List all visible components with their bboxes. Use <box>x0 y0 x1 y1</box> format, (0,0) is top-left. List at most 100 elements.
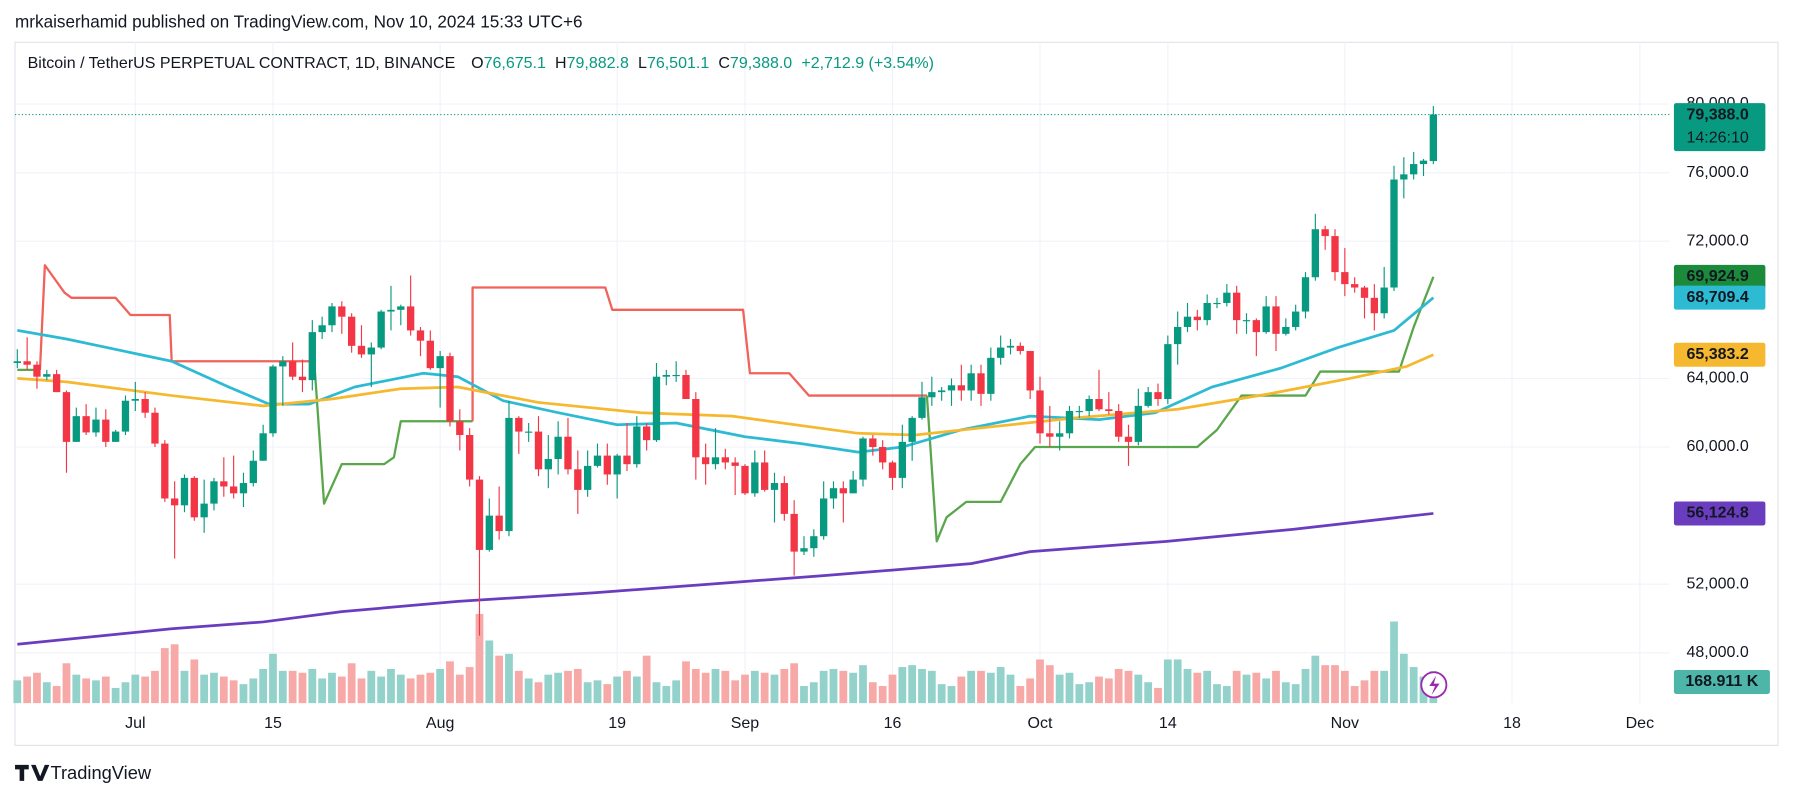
candle-body <box>446 356 454 422</box>
candle-body <box>200 503 208 518</box>
candle-body <box>1341 272 1349 285</box>
candle-body <box>406 306 415 331</box>
x-tick-label: 19 <box>608 715 626 732</box>
x-tick-label: Sep <box>731 715 760 732</box>
volume-bar <box>1380 670 1389 704</box>
candle-body <box>308 332 316 381</box>
candle-body <box>13 361 21 363</box>
volume-bar <box>42 682 51 704</box>
volume-bar <box>1360 680 1369 704</box>
candle-body <box>1134 405 1142 442</box>
candle-body <box>1380 287 1388 314</box>
volume-bar <box>1281 682 1290 704</box>
candle-body <box>1410 164 1418 175</box>
candle-body <box>82 416 90 433</box>
flash-glyph <box>1429 675 1440 696</box>
volume-bar <box>859 665 867 704</box>
volume-bar <box>790 663 799 704</box>
candle-body <box>210 481 218 504</box>
volume-bar <box>160 648 169 704</box>
candle-body <box>574 469 582 490</box>
volume-bar <box>1045 665 1054 704</box>
ohlc-prefix: H <box>555 55 567 72</box>
candle-body <box>1282 326 1290 334</box>
candle-body <box>1242 320 1251 322</box>
volume-bar <box>839 670 848 704</box>
candle-layer <box>13 106 1438 636</box>
volume-bar <box>721 670 730 704</box>
candle-body <box>347 316 356 346</box>
candle-body <box>377 311 385 348</box>
indicator-line <box>925 276 1435 543</box>
candle-body <box>524 431 533 433</box>
candle-body <box>1105 409 1113 412</box>
volume-bar <box>1321 665 1330 704</box>
candle-body <box>505 417 513 532</box>
volume-bar <box>505 653 513 704</box>
volume-bar <box>741 674 749 704</box>
volume-bar <box>347 663 356 704</box>
volume-bar <box>986 672 995 704</box>
candle-body <box>1272 306 1280 334</box>
candle-body <box>141 399 149 413</box>
volume-bar <box>701 672 710 704</box>
candle-body <box>485 515 493 550</box>
candle-body <box>820 498 828 537</box>
volume-bar <box>436 668 445 704</box>
candle-body <box>288 361 297 377</box>
candle-body <box>1419 160 1428 165</box>
candle-body <box>593 455 602 466</box>
volume-bar <box>337 676 346 704</box>
volume-bar <box>1065 672 1074 704</box>
volume-bar <box>760 672 769 704</box>
volume-bar <box>465 667 474 704</box>
candle-body <box>908 417 916 442</box>
volume-label: 168.911 K <box>1685 673 1758 690</box>
candle-body <box>1036 390 1044 434</box>
volume-bar <box>957 676 966 704</box>
volume-bar <box>416 674 425 704</box>
volume-bar <box>967 670 976 704</box>
price-label: 79,388.0 <box>1686 106 1748 123</box>
ohlc-prefix: L <box>638 55 647 72</box>
tv-logo <box>15 764 50 781</box>
candle-body <box>1193 316 1201 321</box>
volume-bar <box>809 682 818 704</box>
candle-body <box>583 465 592 490</box>
volume-bar <box>485 640 494 704</box>
volume-bar <box>937 684 946 704</box>
ohlc-value: 76,501.1 <box>647 55 709 72</box>
candle-body <box>495 515 503 532</box>
candle-body <box>416 330 425 341</box>
volume-bar <box>13 680 22 704</box>
price-label-box <box>1673 103 1766 152</box>
volume-bar <box>269 653 277 704</box>
volume-bar <box>1134 674 1143 704</box>
x-tick-label: Oct <box>1028 715 1053 732</box>
indicator-line <box>471 286 927 422</box>
candle-body <box>731 462 739 466</box>
candle-body <box>456 421 464 436</box>
candle-body <box>977 373 985 394</box>
candle-body <box>898 441 906 478</box>
y-tick-label: 60,000.0 <box>1686 438 1748 455</box>
y-tick-label: 52,000.0 <box>1686 575 1748 592</box>
volume-bar <box>396 674 405 704</box>
candle-body <box>613 455 621 475</box>
volume-bar <box>927 670 936 704</box>
volume-bar <box>298 672 307 704</box>
candle-body <box>220 481 228 487</box>
candle-body <box>170 498 179 506</box>
candle-body <box>1154 392 1162 400</box>
candle-body <box>534 431 543 470</box>
volume-bar <box>455 674 464 704</box>
volume-bar <box>101 676 110 704</box>
volume-bar <box>357 678 366 704</box>
candle-body <box>357 345 366 355</box>
volume-bar <box>278 670 287 704</box>
ohlc-value: 76,675.1 <box>484 55 546 72</box>
price-label-box <box>1673 342 1766 367</box>
volume-bar <box>1311 655 1320 704</box>
candle-body <box>1331 236 1339 273</box>
volume-bar <box>829 668 838 704</box>
